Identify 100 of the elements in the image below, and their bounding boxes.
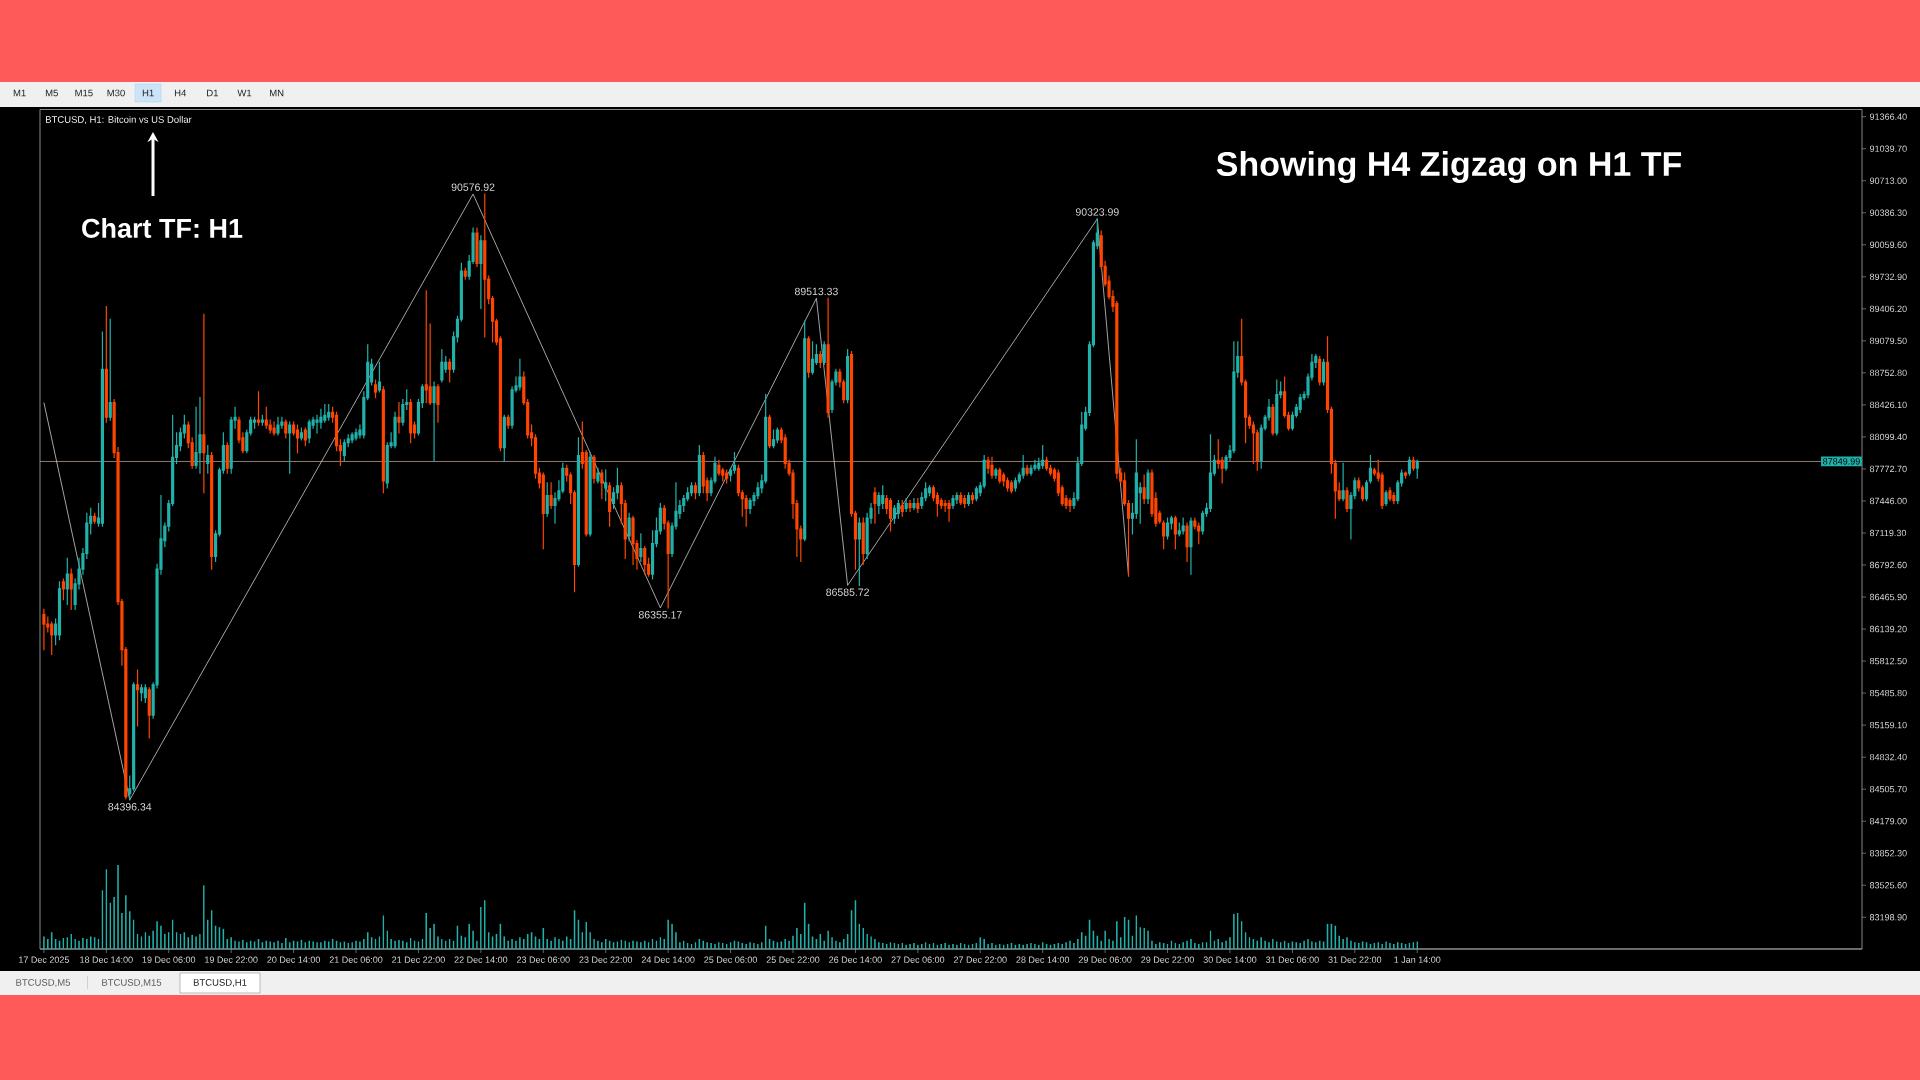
y-tick-label: 85159.10 <box>1869 721 1907 729</box>
candlestick <box>272 421 276 436</box>
x-tick-label: 26 Dec 14:00 <box>829 956 882 963</box>
candlestick <box>916 498 920 513</box>
candlestick <box>627 512 631 542</box>
candlestick <box>327 403 331 421</box>
line-series <box>43 193 1129 801</box>
candlestick <box>1271 403 1275 436</box>
text: M5 <box>45 89 58 97</box>
candlestick <box>643 546 647 575</box>
candlestick <box>967 492 971 507</box>
y-tick-label: 84832.40 <box>1869 753 1907 761</box>
candlestick <box>1146 469 1150 505</box>
candlestick <box>639 533 643 562</box>
x-tick-label: 24 Dec 14:00 <box>641 956 695 963</box>
candlestick <box>927 485 932 497</box>
candlestick <box>689 482 694 497</box>
candlestick <box>541 472 545 550</box>
candlestick <box>604 469 608 502</box>
ref-line-label: 87849.99 <box>1823 458 1860 465</box>
candlestick <box>506 414 510 429</box>
candlestick <box>475 227 479 267</box>
candlestick <box>1177 522 1181 537</box>
candlestick <box>873 487 877 524</box>
candlestick <box>69 568 73 610</box>
candlestick <box>588 451 592 537</box>
text: BTCUSD,H1 <box>193 979 247 987</box>
candlestick <box>1173 515 1177 550</box>
candlestick <box>295 424 300 454</box>
candlestick <box>892 504 897 524</box>
candlestick <box>448 358 452 383</box>
x-tick-label: 29 Dec 06:00 <box>1078 956 1132 963</box>
candlestick <box>1162 520 1166 550</box>
candlestick <box>397 401 401 434</box>
x-tick-label: 27 Dec 06:00 <box>891 956 945 963</box>
data-label: 86355.17 <box>638 611 682 619</box>
y-tick-label: 83525.60 <box>1869 882 1907 889</box>
candlestick <box>518 358 522 391</box>
text: H1 <box>142 89 154 97</box>
y-tick-label: 84179.00 <box>1869 818 1907 825</box>
x-tick-label: 23 Dec 22:00 <box>579 956 633 963</box>
x-tick-label: 28 Dec 14:00 <box>1016 956 1070 963</box>
candlestick <box>288 421 292 474</box>
candlestick <box>377 361 382 393</box>
x-tick-label: 19 Dec 06:00 <box>142 956 196 963</box>
candlestick <box>693 482 698 500</box>
x-tick-label: 31 Dec 22:00 <box>1328 956 1382 963</box>
y-tick-label: 91039.70 <box>1869 145 1907 152</box>
candlestick <box>393 411 397 449</box>
x-tick-label: 31 Dec 06:00 <box>1265 956 1319 963</box>
candlestick <box>888 498 893 532</box>
candlestick <box>963 495 967 509</box>
candlestick <box>147 687 151 739</box>
data-label: 89513.33 <box>794 287 838 296</box>
candlestick <box>1041 445 1045 469</box>
text: D1 <box>207 89 218 97</box>
candlestick <box>483 193 487 338</box>
candlestick <box>299 427 303 441</box>
candlestick <box>818 350 822 368</box>
candlestick <box>974 486 978 502</box>
x-tick-label: 25 Dec 06:00 <box>704 956 757 963</box>
y-tick-label: 85812.50 <box>1869 657 1907 665</box>
candlestick <box>1384 490 1388 507</box>
y-tick-label: 88099.40 <box>1869 433 1907 441</box>
x-tick-label: 27 Dec 22:00 <box>953 956 1007 963</box>
candlestick <box>912 498 916 510</box>
y-tick-label: 87446.00 <box>1869 497 1907 505</box>
candlestick <box>900 499 904 517</box>
candlestick <box>947 499 951 522</box>
y-tick-label: 88752.80 <box>1869 369 1907 377</box>
candlestick <box>1002 472 1006 487</box>
candlestick <box>104 305 108 423</box>
candlestick <box>432 381 436 462</box>
y-tick-label: 91366.40 <box>1869 113 1907 120</box>
candlestick <box>1197 522 1201 545</box>
candlestick <box>373 379 378 399</box>
candlestick <box>596 467 600 484</box>
y-tick-label: 86139.20 <box>1869 625 1907 633</box>
candlestick <box>354 428 358 441</box>
y-tick-label: 89079.50 <box>1869 337 1907 345</box>
candlestick <box>135 669 140 727</box>
candlestick <box>198 397 202 474</box>
candlestick <box>463 267 467 280</box>
candlestick <box>959 492 963 506</box>
candlestick <box>608 482 612 527</box>
text: M1 <box>13 89 26 97</box>
x-tick-label: 1 Jan 14:00 <box>1394 956 1441 963</box>
candlestick <box>1341 462 1345 502</box>
x-tick-label: 25 Dec 22:00 <box>766 956 820 963</box>
candlestick <box>826 297 830 418</box>
x-tick-label: 21 Dec 06:00 <box>329 956 383 963</box>
x-tick-label: 30 Dec 14:00 <box>1203 956 1257 963</box>
candlestick <box>479 235 483 310</box>
text: W1 <box>237 89 252 97</box>
candlestick <box>857 517 861 586</box>
candlestick <box>206 445 210 474</box>
candlestick <box>260 414 264 426</box>
y-tick-label: 89406.20 <box>1869 305 1907 313</box>
candlestick <box>600 469 604 500</box>
candlestick <box>303 427 307 447</box>
